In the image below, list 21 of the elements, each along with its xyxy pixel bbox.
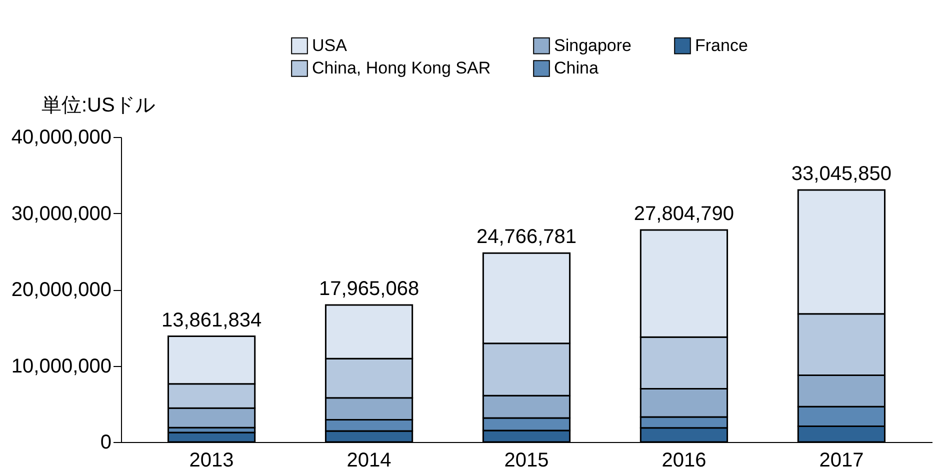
- total-label: 33,045,850: [791, 163, 892, 186]
- x-tick-label: 2013: [189, 450, 234, 472]
- total-label: 13,861,834: [161, 309, 262, 332]
- x-tick-label: 2017: [819, 450, 864, 472]
- legend-label: Singapore: [554, 36, 632, 55]
- total-label: 24,766,781: [476, 226, 577, 248]
- y-tick-label: 10,000,000: [11, 355, 112, 378]
- x-tick-label: 2014: [346, 450, 392, 472]
- legend-label: France: [695, 36, 748, 55]
- y-tick-label: 40,000,000: [11, 126, 112, 148]
- legend-label: China, Hong Kong SAR: [312, 58, 491, 78]
- y-axis-title: 単位:USドル: [42, 94, 155, 116]
- x-tick-label: 2016: [662, 450, 706, 472]
- total-label: 17,965,068: [318, 278, 420, 300]
- x-tick-label: 2015: [504, 450, 549, 472]
- y-tick-label: 0: [100, 432, 112, 454]
- legend-label: USA: [312, 36, 348, 55]
- y-tick-label: 20,000,000: [11, 279, 112, 301]
- legend-label: China: [554, 58, 599, 78]
- total-label: 27,804,790: [634, 202, 734, 225]
- y-tick-label: 30,000,000: [11, 202, 112, 225]
